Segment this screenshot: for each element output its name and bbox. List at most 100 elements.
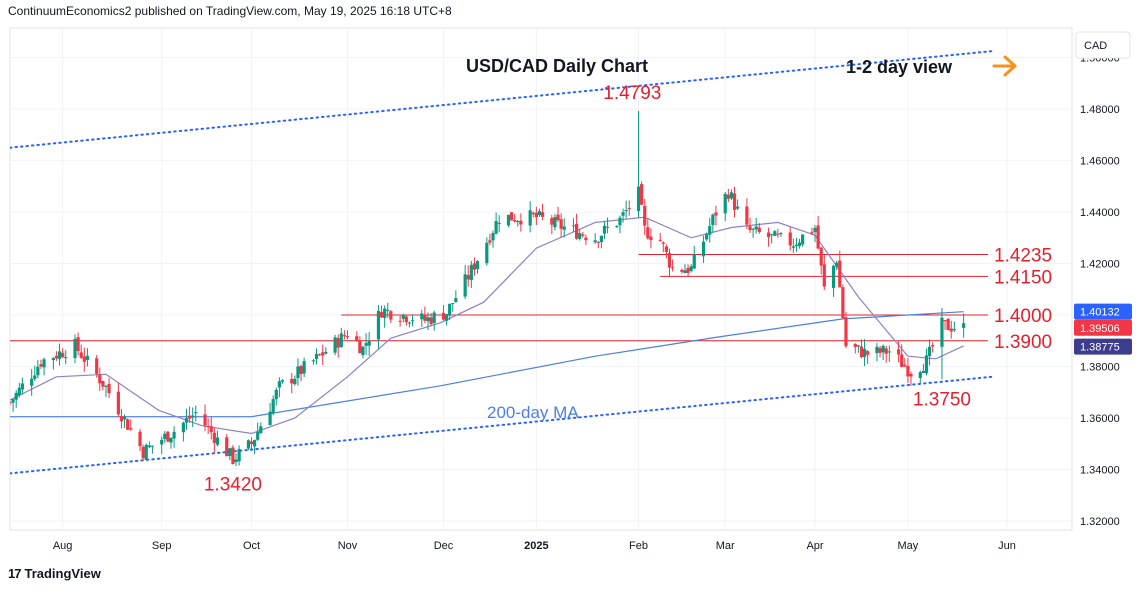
candle — [104, 384, 108, 398]
candle — [181, 421, 185, 442]
candle — [562, 218, 566, 238]
candle — [497, 215, 501, 233]
candle — [107, 377, 111, 398]
candle — [927, 339, 932, 366]
candle — [571, 218, 576, 232]
publisher-line: ContinuumEconomics2 published on Trading… — [8, 4, 452, 18]
candle — [534, 206, 538, 226]
candle — [469, 260, 473, 289]
view-label: 1-2 day view — [846, 57, 953, 77]
candle — [680, 268, 684, 274]
candle — [683, 264, 687, 274]
y-tick-label: 1.42000 — [1080, 259, 1120, 271]
candle — [54, 351, 59, 361]
arrow-right-icon — [992, 55, 1017, 77]
candle — [333, 334, 337, 356]
candle — [61, 348, 65, 359]
candle — [311, 359, 316, 365]
price-badges: 1.40132 1.39506 1.38775 — [1074, 303, 1132, 355]
candle — [429, 313, 433, 327]
candle — [906, 358, 910, 383]
candle — [918, 370, 922, 384]
candle — [485, 237, 489, 266]
candle — [940, 307, 944, 380]
candle — [813, 225, 817, 243]
candle — [636, 110, 641, 218]
candle — [575, 213, 579, 240]
plot-area[interactable] — [9, 27, 1073, 531]
candle — [116, 382, 120, 418]
candle — [540, 203, 545, 221]
candle — [454, 290, 458, 303]
candle — [379, 305, 384, 318]
candle — [129, 419, 133, 431]
candle — [615, 225, 619, 229]
price-badge: 1.38775 — [1074, 338, 1132, 355]
candle — [686, 264, 690, 278]
candle — [466, 265, 470, 287]
candle — [277, 377, 281, 398]
x-tick-label: Oct — [243, 540, 260, 552]
annotation-label: 1.3750 — [913, 389, 971, 410]
x-tick-label: Feb — [629, 540, 648, 552]
candle — [138, 428, 142, 452]
currency-box[interactable] — [1075, 31, 1131, 59]
candle — [101, 380, 105, 391]
candle — [383, 305, 387, 328]
candle — [293, 375, 297, 386]
candle — [494, 212, 498, 235]
candle — [203, 404, 207, 432]
x-tick-label: Aug — [53, 540, 73, 552]
candle — [194, 405, 198, 422]
candle — [237, 445, 241, 466]
candle — [726, 188, 730, 203]
candle — [404, 314, 408, 326]
candle — [488, 233, 492, 246]
candle — [643, 198, 647, 236]
candle — [745, 198, 749, 229]
candle — [144, 443, 148, 461]
candle — [95, 354, 99, 378]
candle — [389, 309, 393, 323]
y-tick-label: 1.34000 — [1080, 465, 1120, 477]
candle — [875, 342, 879, 362]
candle — [556, 206, 560, 223]
channel — [10, 50, 993, 475]
candle — [234, 453, 238, 467]
candle — [11, 398, 15, 412]
price-axis[interactable]: 1.500001.480001.460001.440001.420001.400… — [1080, 53, 1120, 528]
time-axis[interactable]: Aug Sep Oct Nov Dec 2025 Feb Mar Apr May Jun — [53, 540, 1016, 552]
candle — [646, 218, 650, 240]
candle — [76, 332, 80, 356]
candle — [339, 327, 343, 348]
candle — [754, 217, 758, 234]
candle — [191, 407, 195, 428]
candle — [822, 254, 826, 291]
chart-title: USD/CAD Daily Chart — [466, 56, 648, 76]
annotation-label: 1.3420 — [204, 474, 262, 495]
x-tick-label: Dec — [434, 540, 454, 552]
x-tick-label: May — [898, 540, 919, 552]
candle — [748, 217, 752, 234]
x-tick-label: Sep — [152, 540, 172, 552]
candle — [126, 418, 130, 430]
candle — [215, 430, 220, 447]
candle — [751, 227, 755, 238]
candle — [299, 364, 303, 382]
candle — [859, 339, 864, 359]
candle — [838, 250, 842, 288]
candle — [274, 387, 278, 406]
candle — [141, 444, 145, 462]
candle — [887, 345, 891, 362]
candle — [602, 221, 607, 239]
candle — [444, 314, 449, 326]
candle — [776, 228, 780, 238]
candle — [962, 313, 966, 338]
candle — [20, 377, 24, 395]
candle — [280, 379, 285, 384]
candle — [376, 305, 381, 349]
tradingview-logo-icon: 17 — [8, 566, 22, 581]
channel-lower-line — [10, 375, 993, 475]
candle — [708, 217, 712, 243]
